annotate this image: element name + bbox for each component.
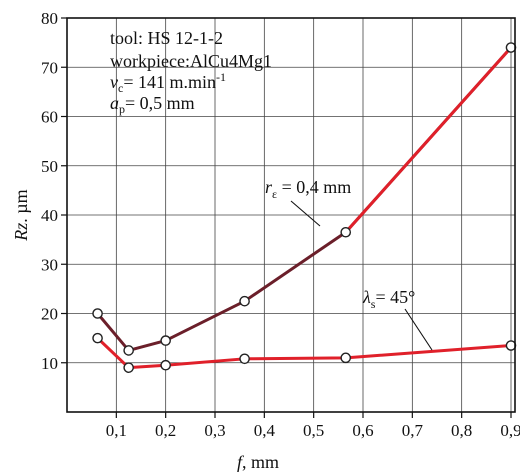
- y-tick-label-5: 60: [41, 108, 58, 127]
- series-1-point-1: [123, 362, 134, 373]
- r-value: = 0,4 mm: [277, 177, 351, 197]
- y-tick-label-4: 50: [41, 157, 58, 176]
- series-0-point-0: [92, 308, 103, 319]
- depth-of-cut-label: ap= 0,5 mm: [110, 93, 195, 116]
- x-tick-label-0: 0,1: [106, 421, 127, 440]
- series-1-point-4: [340, 352, 352, 364]
- cutting-speed-label: vc= 141 m.min-1: [110, 70, 226, 95]
- x-axis-title: f, mm: [237, 452, 279, 472]
- cutting-edge-angle-label: λs= 45°: [362, 287, 415, 311]
- axis-ticks: 0,1 0,2 0,3 0,4 0,5 0,6 0,7 0,8 0,9 10 20 30 40 50 60 7…: [41, 9, 520, 440]
- x-tick-label-2: 0,3: [204, 421, 225, 440]
- x-tick-label-3: 0,4: [254, 421, 276, 440]
- vc-sup: -1: [216, 70, 226, 84]
- lambda-value: = 45°: [375, 287, 415, 307]
- series-0-point-1: [123, 345, 134, 356]
- y-tick-label-3: 40: [41, 206, 58, 225]
- x-tick-label-8: 0,9: [500, 421, 520, 440]
- lambda-symbol: λ: [362, 287, 371, 307]
- x-tick-label-1: 0,2: [155, 421, 176, 440]
- cutting-edge-angle-leader: [404, 308, 433, 351]
- y-tick-label-0: 10: [41, 354, 58, 373]
- x-axis-unit: , mm: [242, 452, 279, 472]
- r-sub: ε: [272, 187, 277, 201]
- y-tick-label-7: 80: [41, 9, 58, 28]
- y-axis-unit: . µm: [11, 189, 31, 222]
- x-tick-label-6: 0,7: [402, 421, 424, 440]
- r-symbol: r: [265, 177, 273, 197]
- x-tick-label-4: 0,5: [303, 421, 324, 440]
- tool-label: tool: HS 12-1-2: [110, 28, 223, 48]
- workpiece-label: workpiece:AlCu4Mg1: [110, 51, 272, 71]
- series-0-point-3: [239, 295, 250, 307]
- series-1-point-0: [92, 332, 103, 344]
- y-tick-label-2: 30: [41, 255, 58, 274]
- vc-value: = 141 m.min: [123, 72, 216, 92]
- x-tick-label-7: 0,8: [451, 421, 472, 440]
- lambda-sub: s: [371, 297, 376, 311]
- conditions-annotation: tool: HS 12-1-2 workpiece:AlCu4Mg1 vc= 1…: [110, 28, 272, 116]
- vc-sub: c: [118, 81, 123, 95]
- series-0-line-segment-highlight: [344, 46, 513, 234]
- series-1-point-2: [160, 359, 171, 371]
- vc-symbol: v: [110, 72, 118, 92]
- x-tick-label-5: 0,6: [352, 421, 373, 440]
- ap-symbol: a: [110, 93, 119, 113]
- series-0-point-2: [160, 335, 171, 346]
- series-layer: [92, 42, 517, 373]
- nose-radius-label: rε = 0,4 mm: [265, 177, 351, 201]
- plot-frame: [66, 17, 516, 413]
- y-axis-symbol: Rz: [11, 223, 31, 242]
- ap-sub: p: [119, 102, 125, 116]
- x-axis-symbol: f: [237, 452, 245, 472]
- nose-radius-leader: [290, 200, 321, 227]
- ap-value: = 0,5 mm: [125, 93, 195, 113]
- series-1-line: [96, 336, 513, 370]
- series-1-point-3: [239, 353, 250, 365]
- series-0-point-4: [340, 226, 352, 238]
- y-tick-label-6: 70: [41, 58, 58, 77]
- y-axis-title: Rz. µm: [11, 189, 31, 241]
- y-tick-label-1: 20: [41, 305, 58, 324]
